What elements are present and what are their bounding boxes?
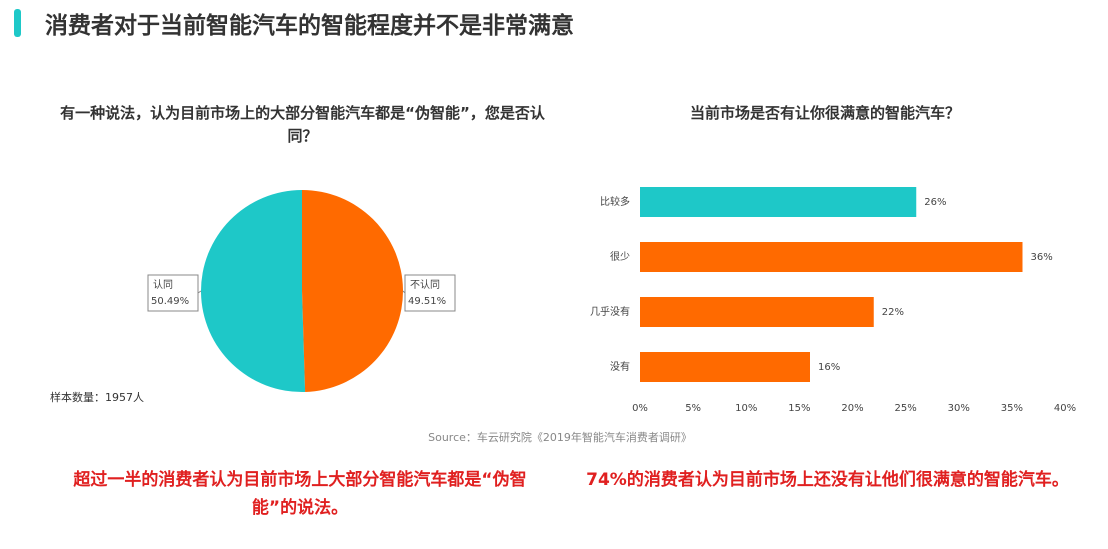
slice-value: 50.49% [151, 296, 189, 307]
pie-title: 有一种说法，认为目前市场上的大部分智能汽车都是“伪智能”，您是否认同？ [60, 104, 545, 145]
value-label: 16% [818, 362, 840, 373]
leader-line [402, 290, 406, 294]
value-label: 22% [882, 307, 904, 318]
bar [640, 242, 1023, 272]
x-tick-label: 30% [948, 403, 970, 414]
pie-slice [201, 190, 306, 392]
x-tick-label: 25% [895, 403, 917, 414]
conclusion: 74%的消费者认为目前市场上还没有让他们很满意的智能汽车。 [586, 470, 1069, 490]
value-label: 36% [1031, 252, 1053, 263]
slice-label: 认同 [153, 278, 173, 291]
x-tick-label: 35% [1001, 403, 1023, 414]
slice-label: 不认同 [410, 278, 440, 291]
conclusion: 超过一半的消费者认为目前市场上大部分智能汽车都是“伪智能”的说法。 [73, 470, 527, 518]
bar [640, 297, 874, 327]
title-accent [14, 9, 21, 37]
sample-note: 样本数量：1957人 [50, 391, 144, 404]
leader-line [197, 290, 202, 294]
label-box [147, 274, 199, 312]
bar [640, 352, 810, 382]
x-tick-label: 20% [841, 403, 863, 414]
value-label: 26% [924, 197, 946, 208]
y-tick-label: 没有 [610, 360, 630, 373]
y-tick-label: 几乎没有 [590, 305, 630, 318]
x-tick-label: 10% [735, 403, 757, 414]
x-tick-label: 40% [1054, 403, 1076, 414]
y-tick-label: 很少 [610, 250, 630, 263]
label-box [404, 274, 456, 312]
slice-value: 49.51% [408, 296, 446, 307]
bar-title: 当前市场是否有让你很满意的智能汽车？ [689, 104, 960, 122]
x-tick-label: 0% [632, 403, 648, 414]
bar [640, 187, 917, 217]
slide-title: 消费者对于当前智能汽车的智能程度并不是非常满意 [45, 13, 574, 39]
y-tick-label: 比较多 [600, 195, 630, 208]
x-tick-label: 5% [685, 403, 701, 414]
pie-slice [302, 190, 403, 392]
x-tick-label: 15% [788, 403, 810, 414]
source: Source：车云研究院《2019年智能汽车消费者调研》 [428, 431, 692, 444]
